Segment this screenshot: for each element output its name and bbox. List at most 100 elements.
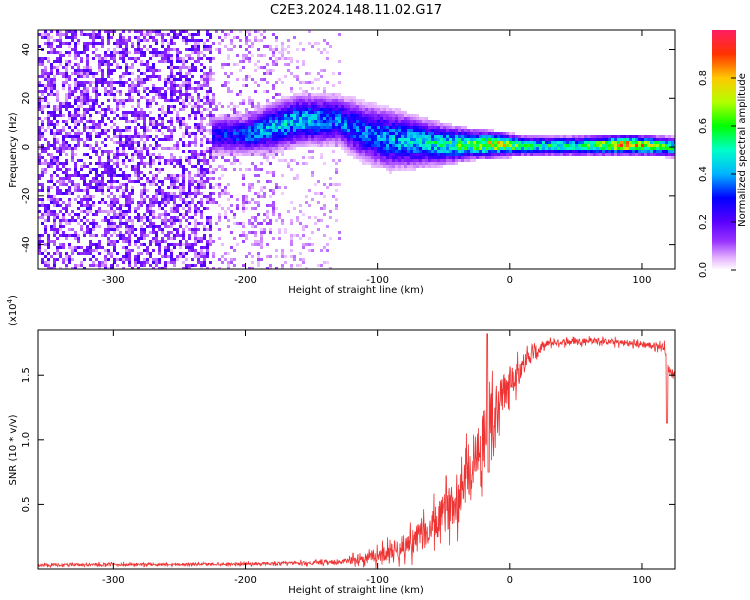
- spectrogram-cell: [242, 60, 245, 63]
- spectrogram-cell: [338, 72, 341, 75]
- spectrogram-cell: [41, 156, 44, 159]
- spectrogram-cell: [302, 126, 305, 129]
- spectrogram-cell: [257, 111, 260, 114]
- spectrogram-cell: [488, 147, 491, 150]
- spectrogram-cell: [386, 132, 389, 135]
- spectrogram-cell: [317, 138, 320, 141]
- spectrogram-cell: [227, 126, 230, 129]
- spectrogram-cell: [443, 141, 446, 144]
- spectrogram-cell: [326, 111, 329, 114]
- spectrogram-cell: [56, 231, 59, 234]
- spectrogram-cell: [65, 162, 68, 165]
- spectrogram-cell: [89, 156, 92, 159]
- spectrogram-cell: [209, 177, 212, 180]
- spectrogram-cell: [494, 147, 497, 150]
- spectrogram-cell: [212, 153, 215, 156]
- spectrogram-cell: [197, 48, 200, 51]
- spectrogram-cell: [95, 99, 98, 102]
- spectrogram-cell: [80, 93, 83, 96]
- spectrogram-cell: [143, 192, 146, 195]
- spectrogram-cell: [158, 75, 161, 78]
- spectrogram-cell: [566, 147, 569, 150]
- spectrogram-cell: [137, 156, 140, 159]
- spectrogram-cell: [86, 201, 89, 204]
- spectrogram-cell: [233, 213, 236, 216]
- spectrogram-cell: [314, 216, 317, 219]
- spectrogram-cell: [533, 150, 536, 153]
- spectrogram-cell: [254, 126, 257, 129]
- spectrogram-cell: [80, 189, 83, 192]
- spectrogram-cell: [299, 117, 302, 120]
- spectrogram-cell: [365, 159, 368, 162]
- spectrogram-cell: [173, 192, 176, 195]
- spectrogram-cell: [227, 219, 230, 222]
- spectrogram-cell: [167, 81, 170, 84]
- spectrogram-cell: [305, 123, 308, 126]
- spectrogram-cell: [167, 60, 170, 63]
- spectrogram-cell: [194, 243, 197, 246]
- spectrogram-cell: [272, 135, 275, 138]
- spectrogram-cell: [113, 171, 116, 174]
- spectrogram-cell: [293, 36, 296, 39]
- spectrogram-cell: [413, 117, 416, 120]
- spectrogram-cell: [233, 216, 236, 219]
- spectrogram-cell: [203, 135, 206, 138]
- spectrogram-cell: [407, 132, 410, 135]
- spectrogram-cell: [122, 54, 125, 57]
- spectrogram-cell: [278, 138, 281, 141]
- spectrogram-cell: [446, 132, 449, 135]
- spectrogram-cell: [320, 69, 323, 72]
- spectrogram-cell: [185, 252, 188, 255]
- spectrogram-cell: [509, 150, 512, 153]
- spectrogram-cell: [227, 147, 230, 150]
- spectrogram-cell: [167, 162, 170, 165]
- spectrogram-cell: [368, 132, 371, 135]
- spectrogram-cell: [392, 165, 395, 168]
- spectrogram-cell: [356, 108, 359, 111]
- spectrogram-cell: [98, 66, 101, 69]
- spectrogram-cell: [386, 162, 389, 165]
- spectrogram-cell: [230, 72, 233, 75]
- spectrogram-cell: [296, 135, 299, 138]
- spectrogram-cell: [425, 162, 428, 165]
- spectrogram-cell: [221, 114, 224, 117]
- spectrogram-cell: [47, 147, 50, 150]
- spectrogram-cell: [146, 135, 149, 138]
- spectrogram-cell: [182, 198, 185, 201]
- spectrogram-cell: [332, 93, 335, 96]
- spectrogram-cell: [257, 138, 260, 141]
- spectrogram-cell: [167, 57, 170, 60]
- spectrogram-cell: [299, 126, 302, 129]
- spectrogram-cell: [350, 123, 353, 126]
- spectrogram-cell: [167, 135, 170, 138]
- spectrogram-cell: [119, 195, 122, 198]
- spectrogram-cell: [299, 258, 302, 261]
- spectrogram-cell: [140, 162, 143, 165]
- spectrogram-cell: [104, 81, 107, 84]
- spectrogram-cell: [356, 102, 359, 105]
- spectrogram-cell: [341, 120, 344, 123]
- spectrogram-cell: [302, 138, 305, 141]
- spectrogram-cell: [353, 150, 356, 153]
- spectrogram-cell: [185, 36, 188, 39]
- spectrogram-cell: [524, 153, 527, 156]
- spectrogram-cell: [314, 108, 317, 111]
- spectrogram-cell: [140, 234, 143, 237]
- spectrogram-cell: [110, 222, 113, 225]
- spectrogram-cell: [323, 261, 326, 264]
- spectrogram-cell: [242, 210, 245, 213]
- spectrogram-cell: [269, 204, 272, 207]
- spectrogram-cell: [140, 159, 143, 162]
- spectrogram-cell: [47, 36, 50, 39]
- spectrogram-cell: [146, 60, 149, 63]
- spectrogram-cell: [302, 93, 305, 96]
- spectrogram-cell: [350, 96, 353, 99]
- spectrogram-cell: [539, 135, 542, 138]
- spectrogram-cell: [161, 207, 164, 210]
- spectrogram-cell: [320, 156, 323, 159]
- spectrogram-cell: [317, 78, 320, 81]
- spectrogram-cell: [371, 123, 374, 126]
- spectrogram-cell: [137, 84, 140, 87]
- spectrogram-cell: [137, 201, 140, 204]
- spectrogram-cell: [56, 99, 59, 102]
